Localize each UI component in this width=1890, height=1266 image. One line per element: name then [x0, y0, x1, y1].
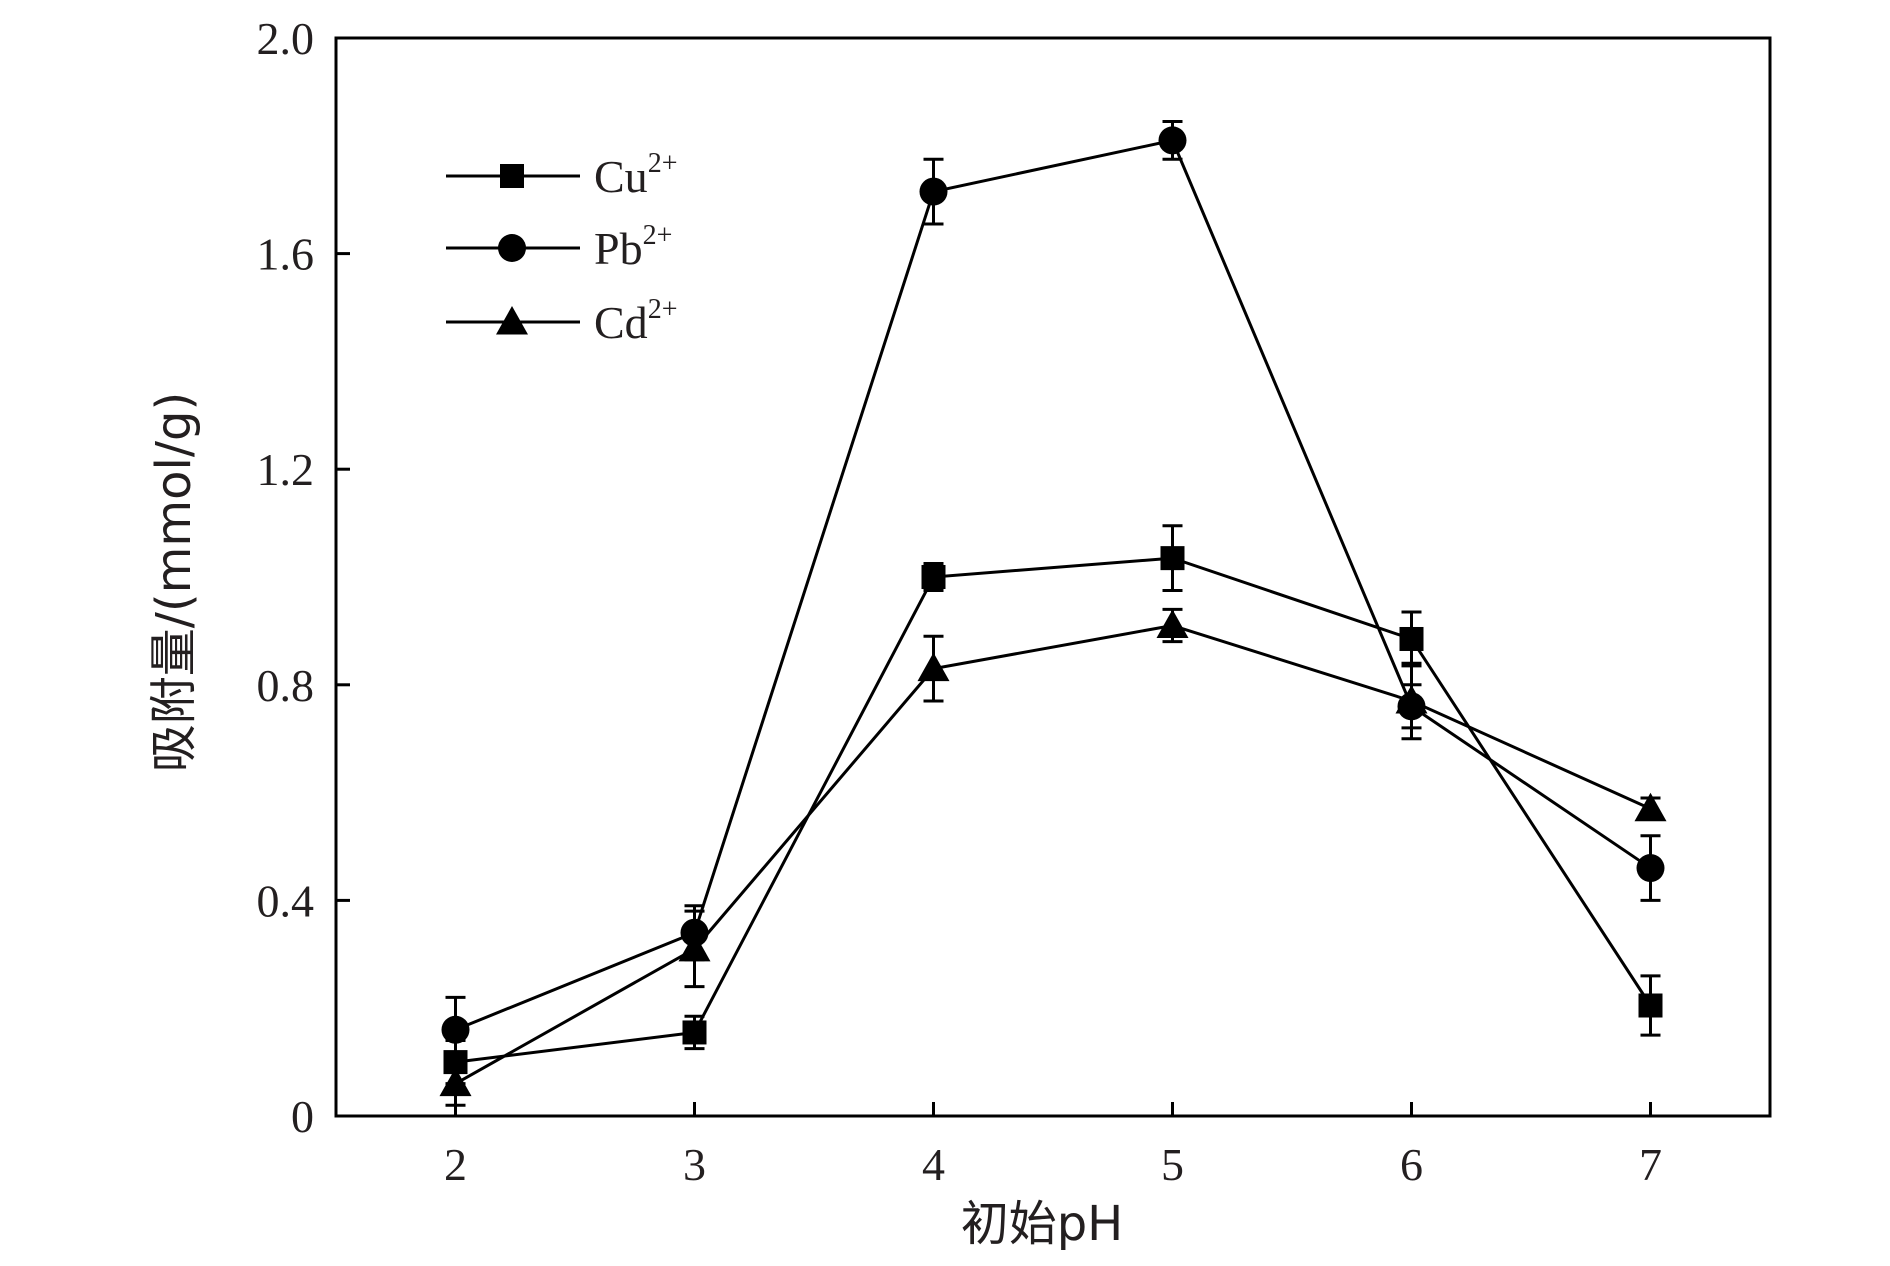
- legend-marker-cu: [500, 164, 524, 188]
- series-cu: [443, 524, 1663, 1086]
- x-tick-label: 2: [444, 1139, 467, 1190]
- data-point-cd: [917, 652, 950, 682]
- y-tick-label: 0.8: [257, 660, 315, 711]
- legend-marker-pb: [498, 234, 526, 262]
- data-point-cu: [682, 1020, 707, 1045]
- y-tick-label: 1.6: [257, 229, 315, 280]
- data-point-cu: [921, 565, 946, 589]
- y-tick-label: 0.4: [257, 875, 315, 926]
- legend-label-cd: Cd2+: [594, 294, 677, 348]
- y-tick-label: 0: [291, 1091, 314, 1142]
- data-point-pb: [441, 1015, 470, 1044]
- legend-label-pb: Pb2+: [594, 220, 672, 274]
- series-line-cu: [455, 556, 1652, 1064]
- data-point-cu: [1399, 626, 1424, 651]
- data-point-cu: [1160, 546, 1185, 571]
- legend-entry-cd: Cd2+: [446, 294, 677, 348]
- x-tick-label: 5: [1161, 1139, 1184, 1190]
- data-point-cu: [1638, 993, 1663, 1018]
- data-point-cd: [439, 1067, 472, 1097]
- legend: Cu2+ Pb2+ Cd2+: [446, 148, 677, 348]
- x-tick-label: 6: [1400, 1139, 1423, 1190]
- data-point-pb: [1636, 854, 1665, 883]
- data-point-pb: [1158, 126, 1187, 155]
- x-tick-label: 7: [1639, 1139, 1662, 1190]
- series-line-pb: [454, 138, 1652, 1032]
- series-group: [439, 120, 1667, 1107]
- y-tick-label: 1.2: [257, 444, 315, 495]
- data-point-pb: [919, 177, 948, 206]
- data-point-cd: [1634, 792, 1667, 822]
- x-tick-label: 4: [922, 1139, 945, 1190]
- axis-ticks: 2 3 4 5 6 7 0 0.4 0.8 1.2 1.6 2.0: [257, 13, 1663, 1190]
- legend-marker-cd: [496, 306, 528, 335]
- x-tick-label: 3: [683, 1139, 706, 1190]
- data-point-cd: [1156, 609, 1189, 638]
- data-point-cd: [678, 932, 711, 962]
- legend-label-cu: Cu2+: [594, 148, 677, 202]
- data-point-cd: [1395, 684, 1428, 714]
- legend-entry-cu: Cu2+: [446, 148, 677, 202]
- y-axis-title: 吸附量/(mmol/g): [146, 392, 202, 773]
- series-pb: [441, 120, 1665, 1064]
- legend-entry-pb: Pb2+: [446, 220, 672, 274]
- plot-frame: [334, 36, 1772, 1118]
- y-tick-label: 2.0: [257, 13, 315, 64]
- series-cd: [439, 607, 1667, 1107]
- series-line-cd: [454, 623, 1652, 1085]
- x-axis-title: 初始pH: [961, 1196, 1124, 1252]
- plot-area-border: [334, 36, 1772, 1118]
